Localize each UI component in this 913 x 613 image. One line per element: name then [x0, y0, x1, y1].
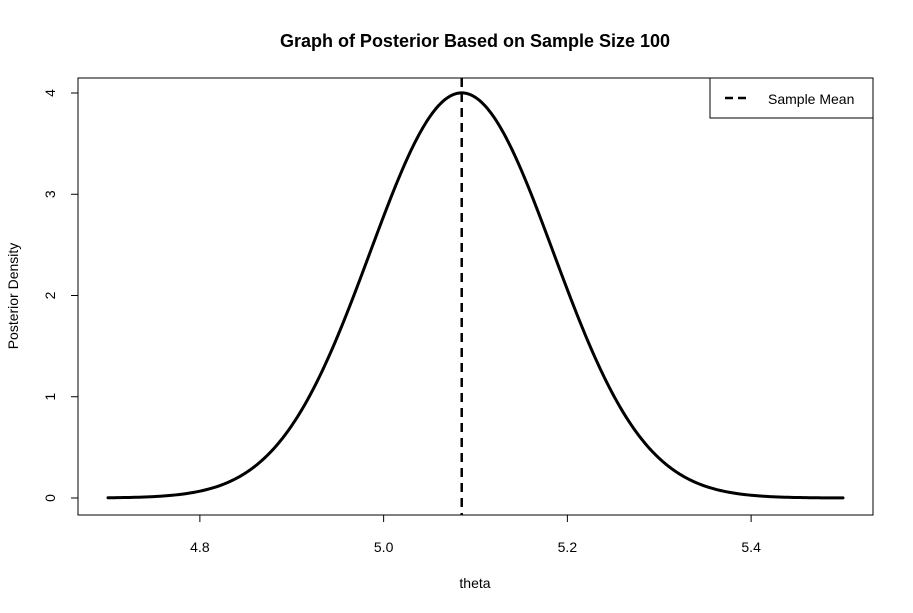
y-tick-label: 2 [42, 291, 58, 299]
y-axis: 0 1 2 3 4 [42, 89, 79, 502]
chart-title: Graph of Posterior Based on Sample Size … [280, 31, 670, 51]
y-tick-label: 4 [42, 89, 58, 97]
y-tick-label: 0 [42, 494, 58, 502]
legend-box [709, 77, 874, 119]
y-tick-label: 3 [42, 190, 58, 198]
plot-frame [77, 77, 874, 516]
legend-label: Sample Mean [768, 91, 854, 107]
x-tick-label: 5.4 [741, 539, 761, 555]
posterior-density-line [106, 91, 845, 500]
x-tick-label: 4.8 [190, 539, 210, 555]
x-axis: 4.8 5.0 5.2 5.4 [190, 514, 761, 555]
x-axis-title: theta [459, 575, 490, 591]
x-tick-label: 5.2 [558, 539, 578, 555]
x-tick-label: 5.0 [374, 539, 394, 555]
y-tick-label: 1 [42, 393, 58, 401]
legend: Sample Mean [709, 77, 874, 119]
y-axis-title: Posterior Density [5, 243, 21, 350]
